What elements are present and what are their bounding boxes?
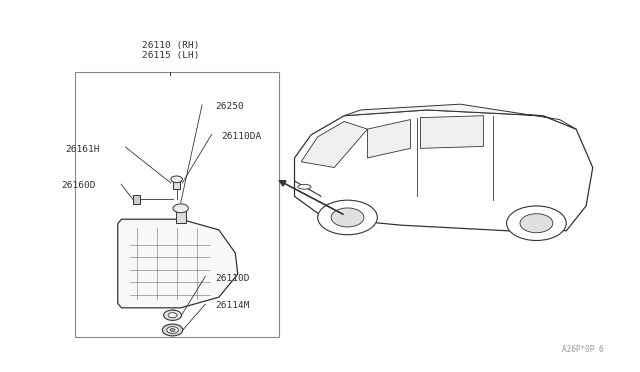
Circle shape: [173, 204, 188, 213]
Circle shape: [507, 206, 566, 240]
Circle shape: [520, 214, 553, 233]
Bar: [132, 195, 140, 203]
Polygon shape: [344, 104, 576, 129]
Polygon shape: [420, 116, 483, 148]
Text: 26110 (RH)
26115 (LH): 26110 (RH) 26115 (LH): [141, 41, 199, 61]
Circle shape: [167, 327, 179, 333]
Text: A26P*0P 6: A26P*0P 6: [562, 345, 604, 354]
Text: 26160D: 26160D: [61, 182, 96, 190]
Circle shape: [164, 310, 182, 320]
Circle shape: [170, 328, 175, 331]
Polygon shape: [367, 119, 410, 158]
Bar: [173, 179, 180, 189]
Circle shape: [331, 208, 364, 227]
Ellipse shape: [298, 185, 311, 189]
Bar: [75, 71, 278, 337]
Text: 26110DA: 26110DA: [221, 132, 262, 141]
Circle shape: [171, 176, 182, 183]
Polygon shape: [118, 219, 238, 308]
Circle shape: [168, 312, 177, 318]
Text: 26114M: 26114M: [215, 301, 250, 311]
Polygon shape: [294, 110, 593, 231]
Text: 26161H: 26161H: [66, 145, 100, 154]
Circle shape: [317, 200, 378, 235]
Polygon shape: [301, 122, 367, 167]
Circle shape: [163, 324, 183, 336]
Bar: [175, 208, 186, 223]
Text: 26250: 26250: [215, 102, 244, 111]
Text: 26110D: 26110D: [215, 274, 250, 283]
